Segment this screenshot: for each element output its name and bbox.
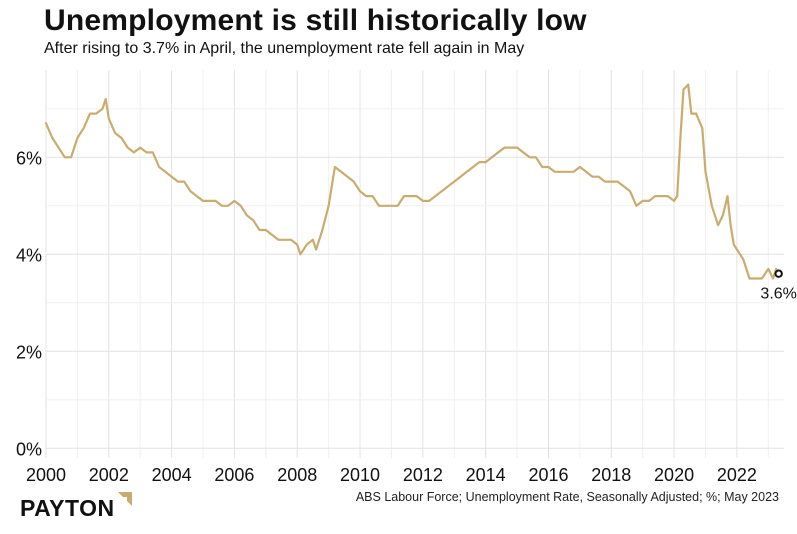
x-axis-tick-labels: 2000 2002 2004 2006 2008 2010 2012 2014 2016 2018… bbox=[26, 465, 757, 485]
y-tick-label: 0% bbox=[16, 439, 42, 459]
y-tick-label: 4% bbox=[16, 245, 42, 265]
logo-accent-icon bbox=[117, 492, 132, 506]
x-tick-label: 2010 bbox=[340, 465, 380, 485]
latest-value-label: 3.6% bbox=[760, 286, 796, 303]
x-tick-label: 2014 bbox=[466, 465, 506, 485]
chart-title: Unemployment is still historically low bbox=[44, 4, 587, 37]
x-tick-label: 2000 bbox=[26, 465, 66, 485]
brand-name: PAYTON bbox=[20, 495, 115, 521]
annotation-layer: 3.6% bbox=[760, 269, 797, 303]
x-tick-label: 2020 bbox=[654, 465, 694, 485]
x-tick-label: 2006 bbox=[214, 465, 254, 485]
y-tick-label: 6% bbox=[16, 148, 42, 168]
y-tick-label: 2% bbox=[16, 342, 42, 362]
y-axis-tick-labels: 0% 2% 4% 6% bbox=[16, 148, 42, 459]
unemployment-rate-line bbox=[44, 83, 780, 280]
x-gridlines bbox=[45, 70, 769, 458]
x-tick-label: 2016 bbox=[528, 465, 568, 485]
chart-subtitle: After rising to 3.7% in April, the unemp… bbox=[44, 40, 525, 57]
x-tick-label: 2002 bbox=[89, 465, 129, 485]
source-note: ABS Labour Force; Unemployment Rate, Sea… bbox=[355, 490, 779, 504]
x-tick-label: 2008 bbox=[277, 465, 317, 485]
x-tick-label: 2004 bbox=[152, 465, 192, 485]
latest-value-marker bbox=[774, 269, 783, 278]
series-layer bbox=[44, 83, 780, 280]
x-tick-label: 2018 bbox=[591, 465, 631, 485]
payton-logo: PAYTON bbox=[20, 492, 132, 522]
y-gridlines bbox=[46, 108, 784, 449]
x-tick-label: 2022 bbox=[717, 465, 757, 485]
x-tick-label: 2012 bbox=[403, 465, 443, 485]
